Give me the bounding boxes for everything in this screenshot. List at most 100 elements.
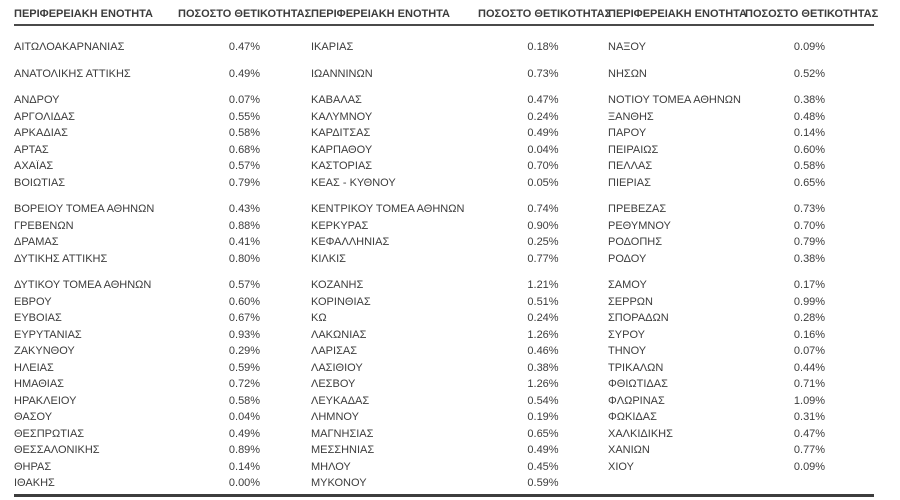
region-name-cell: ΘΕΣΠΡΩΤΙΑΣ: [14, 427, 85, 440]
region-name-cell: ΣΕΡΡΩΝ: [608, 295, 653, 308]
positivity-value-cell: 0.41%: [228, 236, 261, 249]
region-name-cell: ΡΕΘΥΜΝΟΥ: [608, 219, 671, 232]
positivity-value-cell: 0.47%: [793, 427, 826, 440]
positivity-value-cell: 0.25%: [527, 236, 559, 249]
region-name-cell: ΑΙΤΩΛΟΑΚΑΡΝΑΝΙΑΣ: [14, 41, 125, 54]
positivity-value-cell: 0.46%: [527, 345, 559, 358]
positivity-value-cell: 0.29%: [228, 345, 261, 358]
positivity-value-cell: 0.44%: [793, 361, 826, 374]
group-spacer: [14, 82, 874, 92]
region-name-cell: ΚΙΛΚΙΣ: [311, 252, 346, 265]
positivity-value-cell: 0.38%: [793, 94, 826, 107]
region-name-cell: ΤΡΙΚΑΛΩΝ: [608, 361, 664, 374]
region-name-cell: ΔΥΤΙΚΗΣ ΑΤΤΙΚΗΣ: [14, 252, 108, 265]
region-name-cell: ΔΥΤΙΚΟΥ ΤΟΜΕΑ ΑΘΗΝΩΝ: [14, 279, 152, 292]
region-name-cell: ΘΗΡΑΣ: [14, 460, 52, 473]
table-row: ΖΑΚΥΝΘΟΥ 0.29% ΛΑΡΙΣΑΣ 0.46% ΤΗΝΟΥ 0.07%: [14, 343, 874, 360]
region-name-cell: ΡΟΔΟΥ: [608, 252, 647, 265]
table-row: ΘΕΣΠΡΩΤΙΑΣ 0.49% ΜΑΓΝΗΣΙΑΣ 0.65% ΧΑΛΚΙΔΙΚΗΣ 0…: [14, 426, 874, 443]
positivity-value-cell: 0.72%: [228, 378, 261, 391]
region-name-cell: ΧΙΟΥ: [608, 460, 634, 473]
region-name-cell: ΡΟΔΟΠΗΣ: [608, 236, 663, 249]
table-row: ΒΟΙΩΤΙΑΣ 0.79% ΚΕΑΣ - ΚΥΘΝΟΥ 0.05% ΠΙΕΡΙΑΣ 0.…: [14, 175, 874, 192]
region-name-cell: ΓΡΕΒΕΝΩΝ: [14, 219, 74, 232]
positivity-value-cell: 0.09%: [793, 460, 826, 473]
positivity-value-cell: 0.59%: [527, 477, 559, 490]
positivity-value-cell: 0.58%: [793, 160, 826, 173]
region-name-cell: ΛΕΣΒΟΥ: [311, 378, 356, 391]
table-row: ΔΡΑΜΑΣ 0.41% ΚΕΦΑΛΛΗΝΙΑΣ 0.25% ΡΟΔΟΠΗΣ 0.79%: [14, 234, 874, 251]
table-row: ΘΕΣΣΑΛΟΝΙΚΗΣ 0.89% ΜΕΣΣΗΝΙΑΣ 0.49% ΧΑΝΙΩΝ 0.7…: [14, 442, 874, 459]
region-name-cell: ΚΑΛΥΜΝΟΥ: [311, 110, 373, 123]
group-spacer: [14, 56, 874, 66]
positivity-value-cell: 0.18%: [527, 41, 559, 54]
region-name-cell: ΠΕΛΛΑΣ: [608, 160, 653, 173]
positivity-value-cell: 0.67%: [228, 312, 261, 325]
table-row: ΗΜΑΘΙΑΣ 0.72% ΛΕΣΒΟΥ 1.26% ΦΘΙΩΤΙΔΑΣ 0.71%: [14, 376, 874, 393]
region-name-cell: ΚΑΡΠΑΘΟΥ: [311, 143, 373, 156]
positivity-value-cell: 0.73%: [793, 203, 826, 216]
positivity-value-cell: 0.68%: [228, 143, 261, 156]
region-name-cell: ΜΕΣΣΗΝΙΑΣ: [311, 444, 375, 457]
table-row: ΕΒΡΟΥ 0.60% ΚΟΡΙΝΘΙΑΣ 0.51% ΣΕΡΡΩΝ 0.99%: [14, 294, 874, 311]
region-name-cell: ΚΩ: [311, 312, 327, 325]
positivity-value-cell: 0.45%: [527, 460, 559, 473]
positivity-value-cell: 0.79%: [228, 176, 261, 189]
positivity-value-cell: 0.55%: [228, 110, 261, 123]
region-name-cell: ΔΡΑΜΑΣ: [14, 236, 59, 249]
table-row: ΘΑΣΟΥ 0.04% ΛΗΜΝΟΥ 0.19% ΦΩΚΙΔΑΣ 0.31%: [14, 409, 874, 426]
region-name-cell: ΑΡΤΑΣ: [14, 143, 49, 156]
positivity-value-cell: 0.58%: [228, 127, 261, 140]
table-row: ΗΛΕΙΑΣ 0.59% ΛΑΣΙΘΙΟΥ 0.38% ΤΡΙΚΑΛΩΝ 0.44%: [14, 360, 874, 377]
positivity-value-cell: 0.05%: [527, 176, 559, 189]
region-name-cell: ΠΑΡΟΥ: [608, 127, 647, 140]
positivity-value-cell: 0.04%: [228, 411, 261, 424]
positivity-value-cell: 0.24%: [527, 312, 559, 325]
table-row: ΓΡΕΒΕΝΩΝ 0.88% ΚΕΡΚΥΡΑΣ 0.90% ΡΕΘΥΜΝΟΥ 0.70%: [14, 218, 874, 235]
region-name-cell: ΣΑΜΟΥ: [608, 279, 647, 292]
table-row: ΑΝΔΡΟΥ 0.07% ΚΑΒΑΛΑΣ 0.47% ΝΟΤΙΟΥ ΤΟΜΕΑ ΑΘΗΝ…: [14, 92, 874, 109]
region-name-cell: ΛΕΥΚΑΔΑΣ: [311, 394, 370, 407]
region-name-cell: ΛΑΚΩΝΙΑΣ: [311, 328, 367, 341]
group-spacer: [14, 267, 874, 277]
positivity-value-cell: 0.70%: [527, 160, 559, 173]
region-name-cell: ΕΥΡΥΤΑΝΙΑΣ: [14, 328, 82, 341]
table-row: ΔΥΤΙΚΟΥ ΤΟΜΕΑ ΑΘΗΝΩΝ 0.57% ΚΟΖΑΝΗΣ 1.21% ΣΑΜ…: [14, 277, 874, 294]
positivity-value-cell: 0.19%: [527, 411, 559, 424]
header-positivity-col1: ΠΟΣΟΣΤΟ ΘΕΤΙΚΟΤΗΤΑΣ: [178, 8, 312, 20]
group-spacer: [14, 191, 874, 201]
positivity-value-cell: 0.60%: [228, 295, 261, 308]
region-name-cell: ΛΗΜΝΟΥ: [311, 411, 359, 424]
table-row: ΒΟΡΕΙΟΥ ΤΟΜΕΑ ΑΘΗΝΩΝ 0.43% ΚΕΝΤΡΙΚΟΥ ΤΟΜΕΑ…: [14, 201, 874, 218]
region-name-cell: ΚΕΡΚΥΡΑΣ: [311, 219, 369, 232]
positivity-value-cell: 0.17%: [793, 279, 826, 292]
header-positivity-col3: ΠΟΣΟΣΤΟ ΘΕΤΙΚΟΤΗΤΑΣ: [745, 8, 879, 20]
region-name-cell: ΚΑΒΑΛΑΣ: [311, 94, 362, 107]
positivity-value-cell: 0.58%: [228, 394, 261, 407]
positivity-value-cell: 0.73%: [527, 67, 559, 80]
region-name-cell: ΣΥΡΟΥ: [608, 328, 646, 341]
positivity-value-cell: 0.00%: [228, 477, 261, 490]
table-row: ΔΥΤΙΚΗΣ ΑΤΤΙΚΗΣ 0.80% ΚΙΛΚΙΣ 0.77% ΡΟΔΟΥ 0.38…: [14, 251, 874, 268]
positivity-value-cell: 0.49%: [527, 127, 559, 140]
positivity-value-cell: 0.90%: [527, 219, 559, 232]
region-name-cell: ΗΜΑΘΙΑΣ: [14, 378, 64, 391]
table-row: ΕΥΡΥΤΑΝΙΑΣ 0.93% ΛΑΚΩΝΙΑΣ 1.26% ΣΥΡΟΥ 0.16%: [14, 327, 874, 344]
region-name-cell: ΚΟΡΙΝΘΙΑΣ: [311, 295, 371, 308]
region-name-cell: ΛΑΣΙΘΙΟΥ: [311, 361, 363, 374]
region-name-cell: ΘΑΣΟΥ: [14, 411, 53, 424]
header-region-col3: ΠΕΡΙΦΕΡΕΙΑΚΗ ΕΝΟΤΗΤΑ: [608, 8, 748, 20]
positivity-value-cell: 0.89%: [228, 444, 261, 457]
table-row: ΑΝΑΤΟΛΙΚΗΣ ΑΤΤΙΚΗΣ 0.49% ΙΩΑΝΝΙΝΩΝ 0.73% ΝΗΣ…: [14, 66, 874, 83]
region-name-cell: ΠΡΕΒΕΖΑΣ: [608, 203, 667, 216]
region-name-cell: ΚΕΦΑΛΛΗΝΙΑΣ: [311, 236, 390, 249]
region-name-cell: ΑΝΑΤΟΛΙΚΗΣ ΑΤΤΙΚΗΣ: [14, 67, 131, 80]
positivity-value-cell: 0.57%: [228, 279, 261, 292]
table-row: ΑΡΚΑΔΙΑΣ 0.58% ΚΑΡΔΙΤΣΑΣ 0.49% ΠΑΡΟΥ 0.14%: [14, 125, 874, 142]
positivity-value-cell: 0.88%: [228, 219, 261, 232]
region-name-cell: ΦΩΚΙΔΑΣ: [608, 411, 657, 424]
positivity-value-cell: 0.04%: [527, 143, 559, 156]
positivity-value-cell: 0.99%: [793, 295, 826, 308]
region-name-cell: ΑΡΚΑΔΙΑΣ: [14, 127, 68, 140]
